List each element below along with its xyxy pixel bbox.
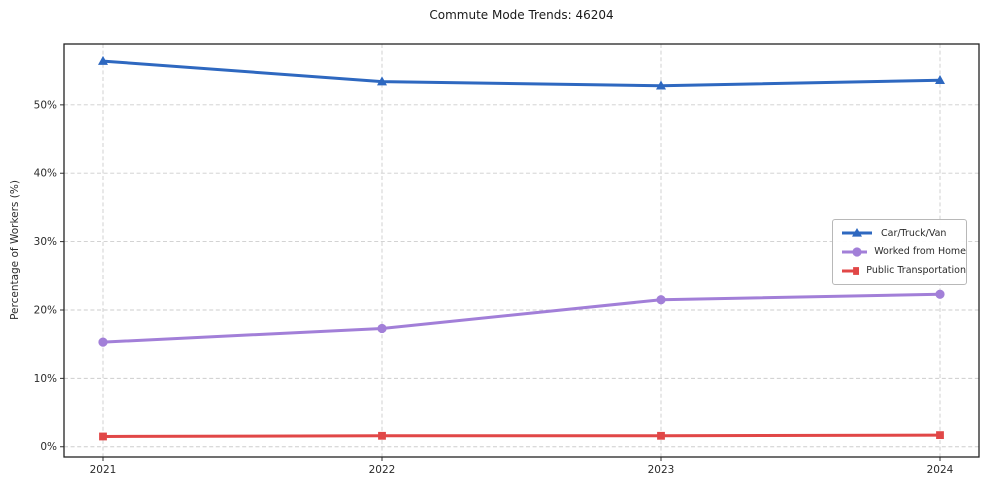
axes-ticks: 0% 10% 20% 30% 40% 50% 2021 2022 2023 2024 [34,99,954,476]
legend-item-car-truck-van: Car/Truck/Van [840,224,966,242]
y-tick-label: 50% [34,99,57,111]
x-tick-label: 2024 [927,464,954,476]
legend-line-marker-icon [842,266,860,275]
chart-title: Commute Mode Trends: 46204 [429,8,614,22]
series-car-truck-van [98,55,945,90]
legend-item-worked-from-home: Worked from Home [840,243,966,261]
x-tick-label: 2023 [648,464,675,476]
plot-border [63,43,980,458]
series-public-transportation [99,431,944,441]
y-tick-label: 0% [40,441,57,453]
legend-line-marker-icon [842,247,868,257]
legend-line-marker-icon [842,228,872,237]
legend-label: Public Transportation [866,265,966,277]
y-tick-label: 10% [34,373,57,385]
legend-label: Worked from Home [874,246,966,258]
series-worked-from-home [98,289,945,347]
legend: Car/Truck/Van Worked from Home Public Tr… [832,219,967,285]
x-tick-label: 2021 [90,464,117,476]
legend-label: Car/Truck/Van [881,227,947,239]
y-tick-label: 40% [34,168,57,180]
y-tick-label: 20% [34,304,57,316]
y-tick-label: 30% [34,236,57,248]
legend-item-public-transportation: Public Transportation [840,262,966,280]
x-tick-label: 2022 [369,464,396,476]
